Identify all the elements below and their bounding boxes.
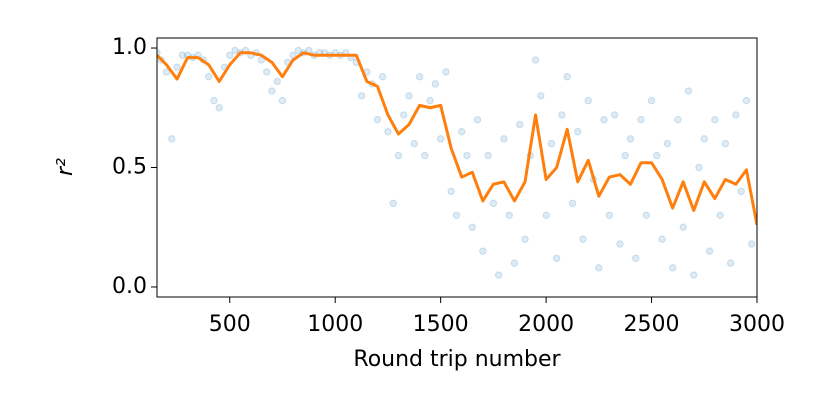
scatter-point	[510, 259, 519, 267]
scatter-point	[552, 254, 561, 262]
scatter-point	[737, 187, 745, 196]
scatter-point	[389, 199, 397, 208]
scatter-point	[748, 240, 756, 248]
scatter-point	[574, 127, 582, 136]
scatter-point	[516, 120, 524, 129]
scatter-point	[632, 254, 640, 262]
y-axis-label: r²	[53, 158, 78, 176]
scatter-point	[231, 46, 239, 55]
scatter-point	[162, 68, 171, 76]
scatter-point	[468, 223, 476, 231]
scatter-point	[674, 116, 682, 124]
y-tick-label: 0.0	[112, 274, 147, 299]
scatter-point	[505, 211, 513, 219]
scatter-point	[637, 116, 645, 124]
scatter-point	[494, 271, 503, 279]
scatter-point	[400, 111, 408, 119]
scatter-point	[473, 116, 482, 124]
scatter-point	[168, 135, 176, 143]
scatter-point	[595, 264, 603, 272]
x-tick-label: 500	[209, 312, 251, 337]
scatter-point	[215, 104, 223, 112]
scatter-point	[616, 240, 624, 248]
scatter-point	[500, 135, 508, 143]
scatter-point	[700, 135, 708, 143]
x-tick-label: 1000	[307, 312, 363, 337]
scatter-point	[563, 73, 571, 81]
x-tick-label: 1500	[413, 312, 469, 337]
scatter-point	[542, 211, 550, 219]
scatter-point	[405, 92, 413, 100]
scatter-point	[600, 116, 608, 124]
scatter-point	[679, 223, 687, 231]
scatter-point	[721, 139, 730, 148]
scatter-point	[273, 77, 281, 86]
scatter-point	[431, 80, 440, 88]
scatter-point	[668, 264, 677, 272]
scatter-point	[226, 51, 234, 59]
scatter-point	[653, 151, 661, 160]
scatter-point	[173, 63, 181, 71]
scatter-point	[410, 139, 418, 148]
scatter-point	[426, 96, 434, 105]
scatter-point	[447, 187, 455, 196]
scatter-point	[178, 51, 187, 59]
y-tick-label: 0.5	[112, 155, 147, 180]
scatter-point	[463, 151, 471, 160]
scatter-point	[484, 151, 492, 160]
x-tick-label: 2000	[518, 312, 574, 337]
scatter-point	[458, 127, 466, 136]
scatter-point	[690, 271, 698, 279]
scatter-point	[547, 139, 556, 148]
scatter-point	[742, 96, 751, 105]
scatter-point	[695, 163, 703, 172]
line	[157, 51, 757, 226]
scatter-point	[479, 247, 487, 255]
scatter-point	[452, 211, 461, 219]
scatter-point	[294, 46, 303, 55]
scatter-point	[558, 111, 566, 119]
scatter-point	[716, 211, 724, 219]
scatter-point	[436, 135, 445, 143]
scatter-point	[373, 116, 382, 124]
scatter-point	[732, 111, 740, 119]
scatter-point	[421, 151, 429, 160]
scatter-point	[278, 96, 287, 105]
scatter-point	[378, 73, 387, 81]
scatter-point	[262, 68, 271, 76]
scatter-point	[726, 259, 735, 267]
scatter-point	[521, 235, 529, 243]
scatter-point	[384, 127, 392, 136]
scatter-point	[705, 247, 714, 255]
scatter-point	[568, 199, 577, 208]
scatter-point	[605, 211, 614, 219]
x-axis-label: Round trip number	[353, 347, 561, 372]
scatter-point	[357, 92, 366, 100]
scatter-point	[647, 96, 656, 105]
scatter-point	[531, 56, 540, 64]
scatter-point	[684, 87, 693, 95]
scatter-point	[584, 96, 592, 105]
scatter-point	[210, 96, 218, 105]
scatter-point	[579, 235, 587, 243]
scatter-point	[268, 87, 276, 95]
x-tick-label: 2500	[624, 312, 680, 337]
y-tick-label: 1.0	[112, 35, 147, 60]
scatter-point	[415, 73, 424, 81]
scatter-point	[663, 139, 672, 148]
scatter-point	[489, 199, 498, 208]
scatter-point	[711, 116, 719, 124]
scatter-point	[537, 92, 545, 100]
scatter-point	[204, 73, 213, 81]
scatter-point	[658, 235, 666, 243]
scatter-point	[610, 111, 619, 119]
scatter-point	[442, 68, 450, 76]
x-tick-label: 3000	[729, 312, 785, 337]
scatter-point	[642, 211, 650, 219]
scatter-point	[626, 135, 635, 143]
scatter-point	[394, 151, 403, 160]
scatter-point	[621, 151, 629, 160]
